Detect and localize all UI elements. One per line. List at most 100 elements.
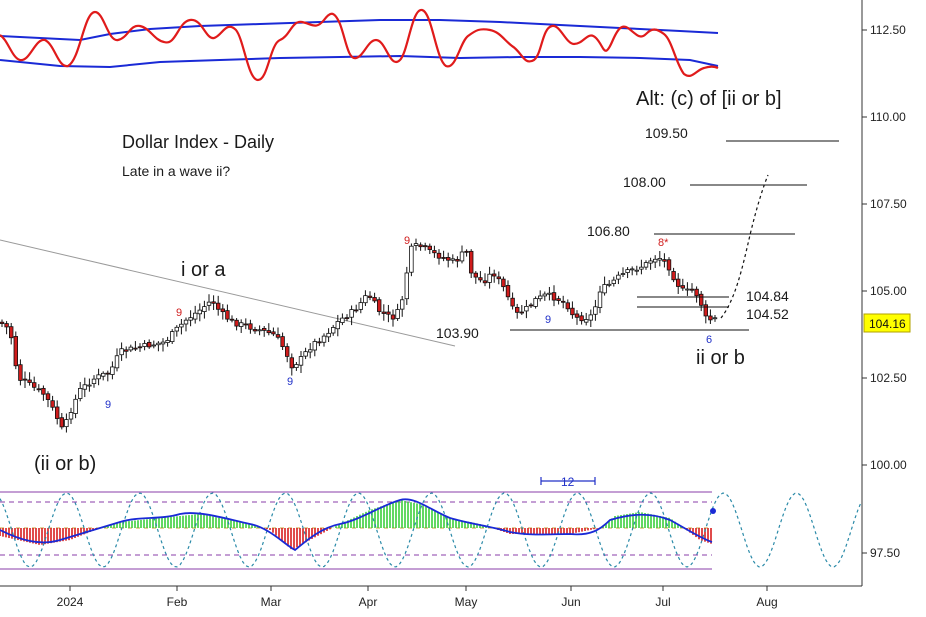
- candle-body: [344, 317, 350, 320]
- candle-body: [211, 301, 216, 304]
- count-blue-6: 6: [706, 334, 712, 346]
- candle-body: [298, 356, 304, 366]
- candle-body: [197, 309, 202, 315]
- candle-body: [32, 382, 37, 388]
- candle-body: [151, 344, 156, 347]
- red-oscillator-line: [0, 8, 719, 82]
- candle-body: [133, 347, 138, 350]
- candle-body: [110, 366, 115, 375]
- candle-body: [524, 306, 529, 312]
- candle-body: [648, 260, 653, 264]
- candle-body: [561, 300, 566, 303]
- candle-body: [353, 309, 359, 312]
- bottom-indicator-panel: 12: [0, 475, 862, 570]
- upper-blue-band: [0, 19, 719, 42]
- candle-body: [188, 317, 193, 321]
- candle-body: [620, 273, 626, 275]
- candle-body: [280, 336, 285, 348]
- candle-body: [119, 348, 124, 356]
- alt-wave-label: Alt: (c) of [ii or b]: [636, 88, 782, 110]
- chart-subtitle: Late in a wave ii?: [122, 163, 230, 179]
- candle-body: [708, 315, 713, 321]
- candle-body: [441, 257, 446, 259]
- candle-body: [248, 323, 253, 330]
- label-108-00: 108.00: [623, 174, 666, 190]
- candle-body: [192, 312, 198, 320]
- count-red-8-star: 8*: [658, 237, 669, 249]
- candle-body: [160, 341, 166, 345]
- candle-body: [556, 298, 561, 301]
- candle-body: [689, 288, 695, 291]
- candle-body: [289, 357, 294, 369]
- candle-body: [496, 276, 501, 280]
- candle-body: [0, 321, 5, 324]
- candle-body: [55, 406, 60, 419]
- candle-body: [584, 319, 589, 323]
- candle-body: [634, 269, 639, 272]
- candle-body: [64, 419, 69, 428]
- label-103-90: 103.90: [436, 325, 479, 341]
- candle-body: [156, 342, 161, 346]
- candle-body: [78, 388, 83, 399]
- candle-body: [390, 314, 396, 320]
- candle-body: [215, 302, 221, 310]
- y-tick-label: 102.50: [870, 371, 907, 385]
- candle-body: [340, 317, 345, 323]
- candle-body: [468, 250, 474, 274]
- candle-body: [381, 311, 386, 314]
- candle-body: [510, 297, 515, 307]
- candle-body: [101, 372, 106, 377]
- candle-body: [243, 323, 248, 326]
- candle-body: [712, 317, 718, 320]
- candle-body: [542, 293, 547, 297]
- candle-body: [538, 295, 543, 300]
- candle-body: [445, 257, 451, 261]
- x-month-label: Mar: [261, 595, 282, 609]
- last-price-box: [863, 313, 911, 333]
- candle-body: [174, 326, 179, 332]
- price-candles: [0, 238, 718, 433]
- candle-body: [317, 341, 322, 344]
- y-tick-label: 112.50: [870, 23, 906, 37]
- candle-body: [363, 295, 368, 304]
- candle-body: [422, 245, 428, 248]
- candle-body: [266, 330, 271, 334]
- candle-body: [169, 331, 175, 343]
- candle-body: [206, 301, 212, 306]
- wave-label-ii-or-b-2024: (ii or b): [34, 453, 96, 475]
- candle-body: [202, 306, 207, 312]
- candle-body: [427, 245, 432, 250]
- candle-body: [625, 269, 630, 273]
- candle-body: [579, 315, 584, 322]
- price-axis: 112.50 110.00 107.50 105.00 102.50 100.00 97.5…: [862, 23, 907, 560]
- candle-body: [307, 349, 313, 353]
- candle-body: [124, 349, 129, 352]
- candle-body: [694, 288, 699, 297]
- count-blue-9-mar: 9: [287, 376, 293, 388]
- candle-body: [602, 284, 607, 294]
- candle-body: [491, 273, 497, 277]
- candle-body: [699, 293, 704, 306]
- candle-body: [73, 398, 78, 414]
- candle-body: [404, 272, 409, 300]
- candle-body: [676, 278, 681, 287]
- candle-body: [450, 258, 455, 261]
- candle-body: [455, 259, 460, 262]
- wave-label-ii-or-b-current: ii or b: [696, 347, 745, 369]
- candle-body: [220, 308, 225, 313]
- candle-body: [459, 251, 465, 262]
- candle-body: [229, 318, 235, 321]
- x-month-label: Jun: [561, 595, 580, 609]
- candle-body: [657, 258, 662, 261]
- lower-blue-band: [0, 54, 719, 69]
- label-106-80: 106.80: [587, 223, 630, 239]
- candle-body: [4, 323, 9, 328]
- candle-body: [367, 295, 373, 298]
- candle-body: [179, 323, 184, 328]
- x-month-label: Jul: [655, 595, 670, 609]
- smoothed-oscillator-line: [0, 498, 713, 552]
- y-tick-label: 105.00: [870, 284, 907, 298]
- candle-body: [551, 292, 557, 301]
- y-tick-label: 107.50: [870, 197, 907, 211]
